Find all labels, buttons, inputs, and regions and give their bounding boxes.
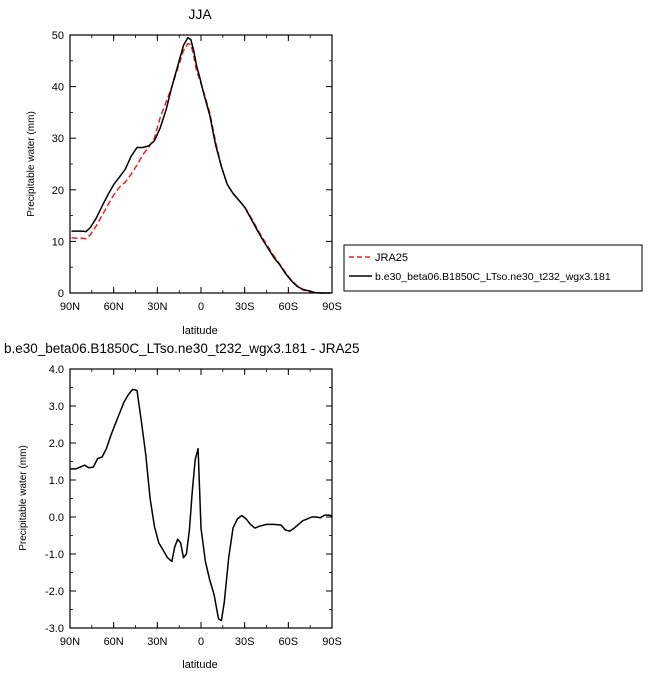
top-series-group: [71, 36, 331, 294]
top-x-axis-label: latitude: [182, 325, 217, 337]
bottom-x-tick-label: 60N: [104, 636, 124, 648]
top-y-tick-label: 20: [52, 185, 64, 197]
bottom-x-tick-label: 90N: [60, 636, 80, 648]
top-plot-frame: [69, 34, 333, 294]
top-x-tick-label: 30S: [235, 301, 255, 313]
top-y-tick-label: 50: [52, 30, 64, 42]
bottom-y-tick-label: 2.0: [49, 438, 64, 450]
legend: JRA25 b.e30_beta06.B1850C_LTso.ne30_t232…: [343, 244, 643, 292]
bottom-series-group: [70, 388, 333, 622]
bottom-chart-title: b.e30_beta06.B1850C_LTso.ne30_t232_wgx3.…: [4, 341, 360, 356]
bottom-x-tick-label: 60S: [279, 636, 299, 648]
bottom-y-axis-label: Precipitable water (mm): [18, 445, 29, 551]
bottom-y-tick-label: 3.0: [49, 401, 64, 413]
legend-box: [343, 244, 643, 292]
top-x-tick-label: 0: [198, 301, 204, 313]
top-y-tick-label: 10: [52, 236, 64, 248]
bottom-x-tick-label: 30S: [235, 636, 255, 648]
bottom-series-line-model: [70, 388, 333, 622]
bottom-y-tick-label: 4.0: [49, 364, 64, 376]
top-axis-ticks: 90N 60N 30N 0 30S 60S 90S 0 10 20 30 40 50: [52, 30, 342, 313]
top-x-tick-label: 60N: [104, 301, 124, 313]
bottom-x-tick-label: 30N: [147, 636, 167, 648]
top-x-tick-label: 30N: [147, 301, 167, 313]
top-y-tick-label: 30: [52, 133, 64, 145]
top-y-tick-label: 40: [52, 82, 64, 94]
bottom-y-tick-label: 0.0: [49, 512, 64, 524]
bottom-plot-frame: [69, 368, 333, 629]
bottom-axis-ticks: 90N 60N 30N 0 30S 60S 90S -3.0 -2.0 -1.0 0.0 1.0 2.0…: [45, 364, 342, 648]
bottom-y-tick-label: -1.0: [45, 549, 64, 561]
top-chart-title: JJA: [188, 6, 212, 22]
bottom-x-tick-label: 90S: [322, 636, 342, 648]
legend-label-jra25: JRA25: [375, 252, 408, 264]
bottom-y-tick-label: 1.0: [49, 475, 64, 487]
top-chart: JJA 90N 60N 30N 0 30S 60S 90S 0 10 20 30 40 50 latit…: [26, 6, 342, 337]
top-y-tick-label: 0: [58, 288, 64, 300]
bottom-y-tick-label: -3.0: [45, 623, 64, 635]
bottom-chart: b.e30_beta06.B1850C_LTso.ne30_t232_wgx3.…: [4, 341, 360, 671]
top-series-line-model: [71, 36, 331, 294]
bottom-x-axis-label: latitude: [182, 659, 217, 671]
top-x-tick-label: 60S: [279, 301, 299, 313]
top-x-tick-label: 90S: [322, 301, 342, 313]
top-x-tick-label: 90N: [60, 301, 80, 313]
legend-label-model: b.e30_beta06.B1850C_LTso.ne30_t232_wgx3.…: [375, 271, 611, 283]
top-y-axis-label: Precipitable water (mm): [26, 111, 37, 217]
bottom-x-tick-label: 0: [198, 636, 204, 648]
bottom-y-tick-label: -2.0: [45, 586, 64, 598]
